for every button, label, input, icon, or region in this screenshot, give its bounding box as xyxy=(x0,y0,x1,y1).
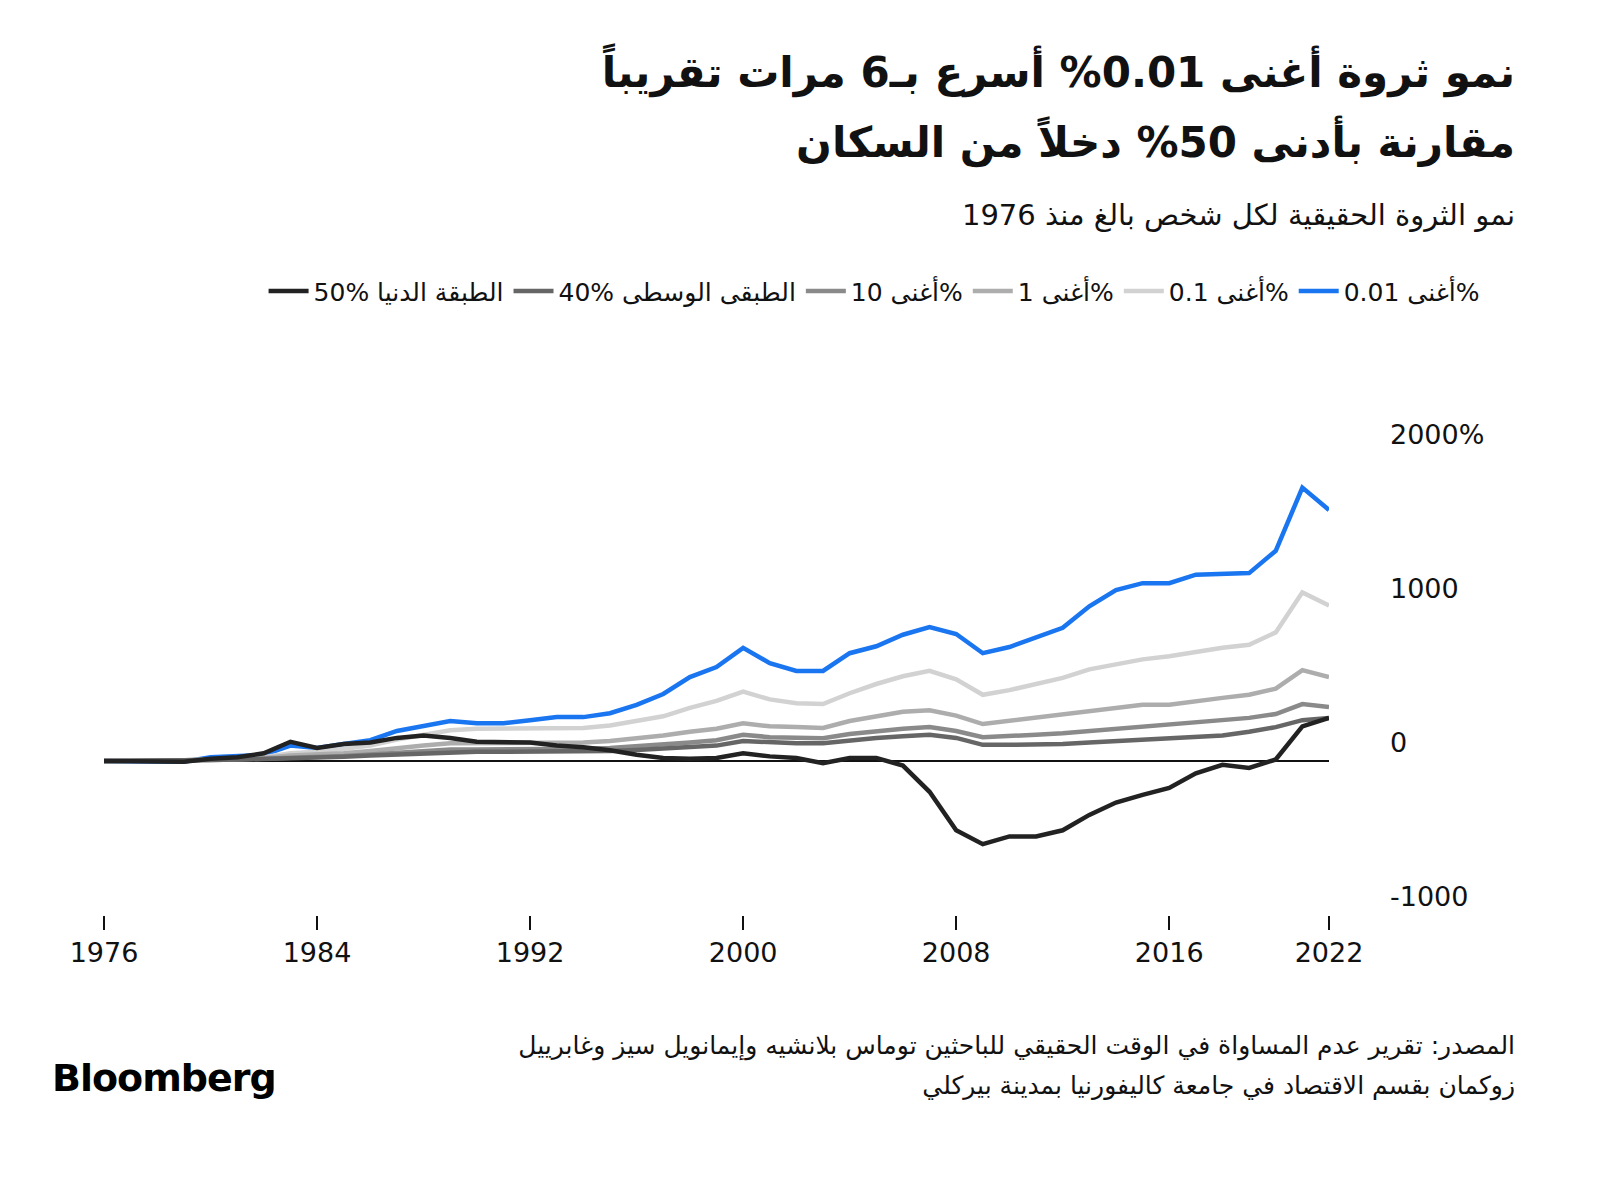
svg-text:أغنى 0.01%: أغنى 0.01% xyxy=(1344,275,1480,307)
svg-text:أغنى 10%: أغنى 10% xyxy=(851,275,963,307)
html-text:المصدر: تقرير عدم المساواة في: المصدر: تقرير عدم المساواة في الوقت الحق… xyxy=(518,1031,1515,1100)
html-text:Bloomberg: Bloomberg xyxy=(52,1056,276,1100)
svg-text:2000%: 2000% xyxy=(1390,419,1484,450)
svg-text:2000: 2000 xyxy=(709,937,778,968)
svg-text:1976: 1976 xyxy=(70,937,139,968)
svg-text:أغنى 1%: أغنى 1% xyxy=(1018,275,1114,307)
svg-text:أغنى 0.1%: أغنى 0.1% xyxy=(1169,275,1289,307)
svg-text:2008: 2008 xyxy=(922,937,991,968)
svg-text:2022: 2022 xyxy=(1295,937,1364,968)
svg-text:2016: 2016 xyxy=(1135,937,1204,968)
svg-text:40% الطبقى الوسطى: 40% الطبقى الوسطى xyxy=(559,278,796,307)
svg-text:1984: 1984 xyxy=(283,937,352,968)
html-text:نمو ثروة أغنى 0.01% أسرع بـ6 م: نمو ثروة أغنى 0.01% أسرع بـ6 مرات تقريبا… xyxy=(601,48,1515,167)
svg-text:0: 0 xyxy=(1390,727,1407,758)
svg-text:-1000: -1000 xyxy=(1390,881,1468,912)
svg-text:1992: 1992 xyxy=(496,937,565,968)
svg-text:50% الطبقة الدنيا: 50% الطبقة الدنيا xyxy=(314,278,504,307)
svg-text:1000: 1000 xyxy=(1390,573,1459,604)
html-text:نمو الثروة الحقيقية لكل شخص با: نمو الثروة الحقيقية لكل شخص بالغ منذ 197… xyxy=(961,198,1515,232)
